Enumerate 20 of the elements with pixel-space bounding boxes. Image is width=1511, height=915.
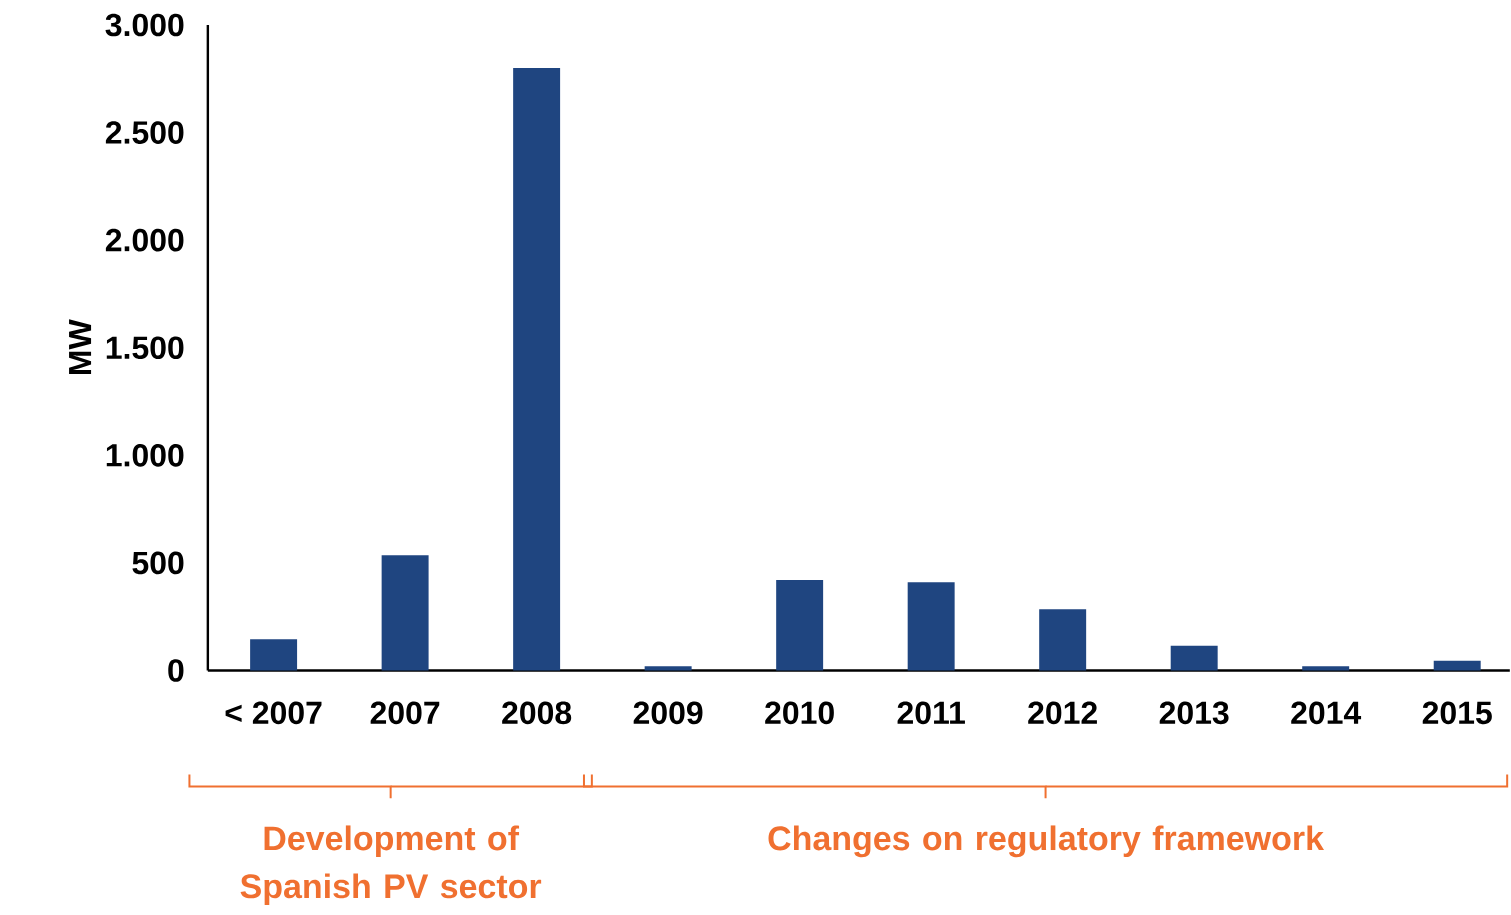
- x-tick-label: 2015: [1422, 701, 1492, 725]
- x-tick-label: 2013: [1159, 701, 1229, 725]
- x-tick-label: 2011: [897, 701, 965, 725]
- y-tick-label: 3.000: [105, 13, 184, 37]
- x-tick-label: 2010: [765, 701, 834, 725]
- x-tick-label: 2012: [1028, 701, 1097, 725]
- y-tick-label: 0: [168, 659, 184, 682]
- y-tick-label: 1.500: [106, 336, 184, 359]
- x-tick-label: 2007: [370, 701, 440, 725]
- x-tick-label: 2008: [502, 701, 572, 725]
- y-axis-title: MW: [69, 319, 92, 374]
- y-tick-label: 2.500: [105, 121, 184, 144]
- text: Changes on regulatory framework: [768, 825, 1325, 858]
- text: Development of Spanish PV sector: [240, 825, 542, 905]
- x-tick-label: 2009: [633, 701, 703, 725]
- y-tick-label: 2.000: [105, 228, 184, 252]
- x-tick-label: 2014: [1291, 701, 1362, 725]
- y-tick-label: 500: [132, 551, 184, 575]
- y-tick-label: 1.000: [106, 443, 184, 467]
- x-tick-label: < 2007: [225, 701, 322, 725]
